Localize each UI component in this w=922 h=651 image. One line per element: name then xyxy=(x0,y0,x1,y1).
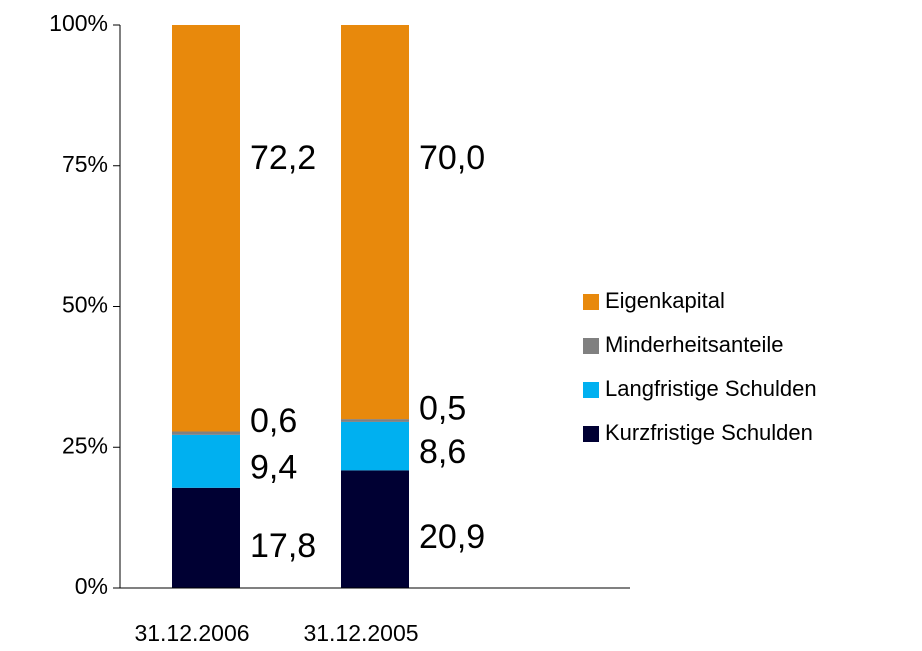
legend-swatch xyxy=(583,294,599,310)
bar-segment xyxy=(341,470,409,588)
bar-segment xyxy=(341,421,409,471)
x-tick-label: 31.12.2005 xyxy=(303,620,418,646)
value-label: 17,8 xyxy=(250,527,316,565)
value-label: 8,6 xyxy=(419,433,466,471)
legend-label: Kurzfristige Schulden xyxy=(605,420,813,445)
value-label: 9,4 xyxy=(250,448,297,486)
value-label: 0,6 xyxy=(250,402,297,440)
value-label: 20,9 xyxy=(419,518,485,556)
y-tick-label: 0% xyxy=(75,573,108,599)
legend-label: Eigenkapital xyxy=(605,288,725,313)
bar-segment xyxy=(172,434,240,488)
bar-segment xyxy=(172,25,240,432)
legend-swatch xyxy=(583,426,599,442)
legend-swatch xyxy=(583,338,599,354)
bar-segment xyxy=(172,431,240,435)
legend-label: Minderheitsanteile xyxy=(605,332,784,357)
value-label: 72,2 xyxy=(250,139,316,177)
legend-label: Langfristige Schulden xyxy=(605,376,817,401)
x-tick-label: 31.12.2006 xyxy=(134,620,249,646)
y-tick-label: 50% xyxy=(62,292,108,318)
value-label: 70,0 xyxy=(419,139,485,177)
bar-segment xyxy=(172,487,240,588)
bar-segment xyxy=(341,25,409,420)
y-tick-label: 100% xyxy=(49,10,108,36)
bar-segment xyxy=(341,419,409,422)
y-tick-label: 25% xyxy=(62,432,108,458)
value-label: 0,5 xyxy=(419,389,466,427)
legend-swatch xyxy=(583,382,599,398)
y-tick-label: 75% xyxy=(62,151,108,177)
